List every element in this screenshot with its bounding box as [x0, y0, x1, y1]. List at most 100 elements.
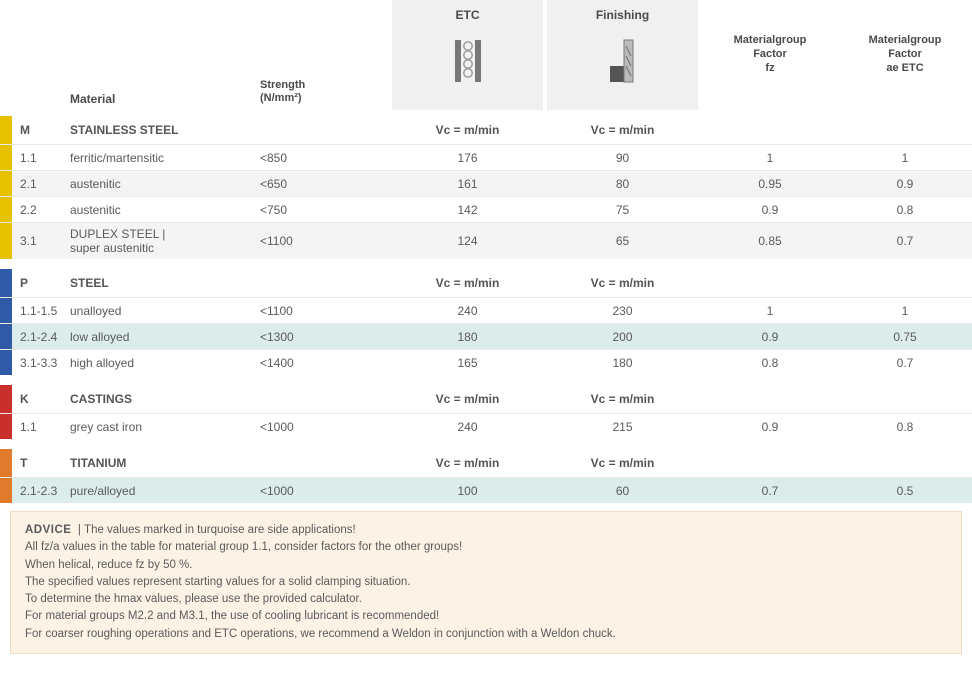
row-finishing: 180 — [545, 352, 700, 374]
unit-label: Vc = m/min — [390, 272, 545, 294]
advice-line: When helical, reduce fz by 50 %. — [25, 559, 192, 571]
row-strength: <1000 — [260, 480, 390, 502]
table-row: 1.1-1.5unalloyed<110024023011 — [0, 297, 972, 323]
row-factor-ae: 1 — [840, 147, 970, 169]
row-factor-fz: 0.9 — [700, 416, 840, 438]
group-header: KCASTINGS Vc = m/minVc = m/min — [0, 385, 972, 413]
row-etc: 124 — [390, 230, 545, 252]
row-etc: 142 — [390, 199, 545, 221]
row-finishing: 215 — [545, 416, 700, 438]
row-factor-fz: 0.7 — [700, 480, 840, 502]
group-code: T — [12, 452, 70, 474]
row-strength: <1100 — [260, 230, 390, 252]
advice-line: For material groups M2.2 and M3.1, the u… — [25, 610, 439, 622]
row-strength: <850 — [260, 147, 390, 169]
row-code: 2.1-2.3 — [12, 480, 70, 502]
table-row: 2.2austenitic<750142750.90.8 — [0, 196, 972, 222]
row-factor-fz: 0.9 — [700, 326, 840, 348]
row-material: high alloyed — [70, 352, 260, 374]
row-factor-ae: 0.7 — [840, 352, 970, 374]
unit-label: Vc = m/min — [390, 388, 545, 410]
col-header-factor-ae: Materialgroup Factor ae ETC — [840, 34, 970, 75]
group-code: K — [12, 388, 70, 410]
row-material: ferritic/martensitic — [70, 147, 260, 169]
group-header: PSTEEL Vc = m/minVc = m/min — [0, 269, 972, 297]
group-name: TITANIUM — [70, 452, 260, 474]
group-name: CASTINGS — [70, 388, 260, 410]
advice-line: The specified values represent starting … — [25, 576, 410, 588]
col-header-etc: ETC — [390, 0, 545, 110]
row-strength: <650 — [260, 173, 390, 195]
header-row: Material Strength (N/mm²) ETC Finishing — [0, 0, 972, 116]
advice-line: For coarser roughing operations and ETC … — [25, 628, 616, 640]
row-strength: <1400 — [260, 352, 390, 374]
table-row: 1.1grey cast iron<10002402150.90.8 — [0, 413, 972, 439]
row-factor-ae: 0.9 — [840, 173, 970, 195]
advice-box: ADVICE | The values marked in turquoise … — [10, 511, 962, 654]
row-strength: <1100 — [260, 300, 390, 322]
col-header-material: Material — [70, 92, 260, 110]
advice-line: To determine the hmax values, please use… — [25, 593, 362, 605]
row-code: 1.1 — [12, 147, 70, 169]
row-code: 2.1 — [12, 173, 70, 195]
row-factor-fz: 0.85 — [700, 230, 840, 252]
row-finishing: 200 — [545, 326, 700, 348]
row-finishing: 230 — [545, 300, 700, 322]
row-etc: 100 — [390, 480, 545, 502]
row-code: 3.1 — [12, 230, 70, 252]
group-code: M — [12, 119, 70, 141]
row-strength: <750 — [260, 199, 390, 221]
row-finishing: 80 — [545, 173, 700, 195]
row-factor-fz: 1 — [700, 300, 840, 322]
row-material: unalloyed — [70, 300, 260, 322]
cutting-data-table: Material Strength (N/mm²) ETC Finishing — [0, 0, 972, 503]
finishing-icon — [606, 36, 640, 86]
row-strength: <1300 — [260, 326, 390, 348]
unit-label: Vc = m/min — [390, 452, 545, 474]
table-row: 2.1austenitic<650161800.950.9 — [0, 170, 972, 196]
row-factor-ae: 0.75 — [840, 326, 970, 348]
row-finishing: 75 — [545, 199, 700, 221]
group-header: TTITANIUM Vc = m/minVc = m/min — [0, 449, 972, 477]
table-row: 2.1-2.4low alloyed<13001802000.90.75 — [0, 323, 972, 349]
row-material: pure/alloyed — [70, 480, 260, 502]
row-factor-fz: 1 — [700, 147, 840, 169]
group-name: STEEL — [70, 272, 260, 294]
group-header: MSTAINLESS STEELVc = m/minVc = m/min — [0, 116, 972, 144]
table-row: 1.1ferritic/martensitic<8501769011 — [0, 144, 972, 170]
row-finishing: 90 — [545, 147, 700, 169]
group-code: P — [12, 272, 70, 294]
row-material: grey cast iron — [70, 416, 260, 438]
row-code: 1.1 — [12, 416, 70, 438]
advice-line: All fz/a values in the table for materia… — [25, 541, 462, 553]
row-etc: 165 — [390, 352, 545, 374]
group-name: STAINLESS STEEL — [70, 119, 260, 141]
unit-label: Vc = m/min — [545, 388, 700, 410]
row-etc: 161 — [390, 173, 545, 195]
row-code: 3.1-3.3 — [12, 352, 70, 374]
row-etc: 240 — [390, 300, 545, 322]
table-row: 2.1-2.3pure/alloyed<1000100600.70.5 — [0, 477, 972, 503]
row-factor-fz: 0.95 — [700, 173, 840, 195]
col-header-strength: Strength (N/mm²) — [260, 79, 390, 111]
row-factor-ae: 1 — [840, 300, 970, 322]
row-factor-ae: 0.8 — [840, 199, 970, 221]
unit-label: Vc = m/min — [545, 452, 700, 474]
row-etc: 180 — [390, 326, 545, 348]
row-factor-ae: 0.8 — [840, 416, 970, 438]
row-factor-ae: 0.5 — [840, 480, 970, 502]
advice-title: ADVICE — [25, 524, 71, 536]
row-strength: <1000 — [260, 416, 390, 438]
row-code: 2.2 — [12, 199, 70, 221]
row-factor-ae: 0.7 — [840, 230, 970, 252]
unit-label: Vc = m/min — [545, 272, 700, 294]
row-material: austenitic — [70, 173, 260, 195]
etc-icon — [451, 36, 485, 86]
unit-label: Vc = m/min — [545, 119, 700, 141]
row-material: austenitic — [70, 199, 260, 221]
row-finishing: 65 — [545, 230, 700, 252]
col-header-finishing: Finishing — [545, 0, 700, 110]
row-etc: 176 — [390, 147, 545, 169]
row-etc: 240 — [390, 416, 545, 438]
row-material: DUPLEX STEEL |super austenitic — [70, 223, 260, 259]
